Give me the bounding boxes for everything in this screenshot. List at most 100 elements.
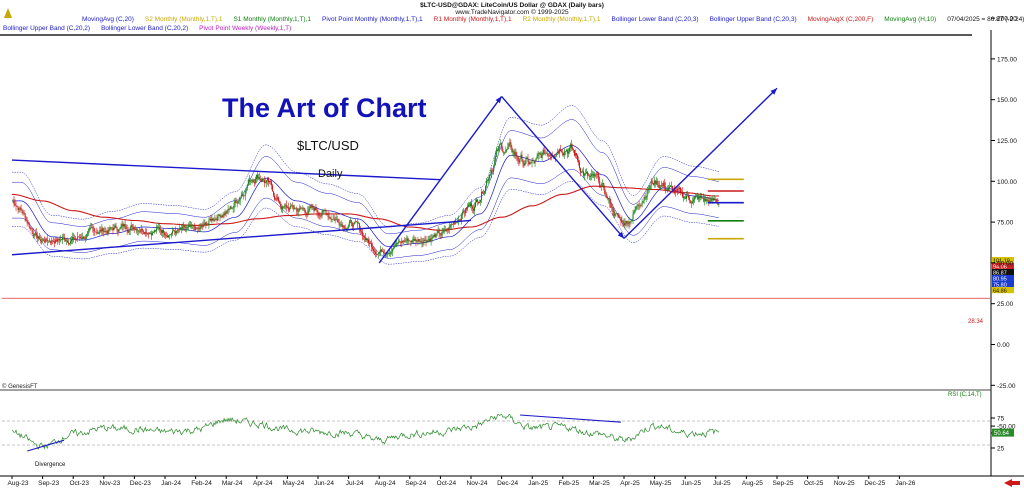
candle-body xyxy=(581,171,583,173)
candle-body xyxy=(77,236,79,239)
candle-body xyxy=(463,212,465,214)
candle-body xyxy=(114,225,116,229)
candle-body xyxy=(624,222,626,226)
candle-body xyxy=(250,180,252,182)
candle-body xyxy=(366,238,368,240)
candle-body xyxy=(255,174,257,180)
candle-body xyxy=(448,227,450,230)
candle-body xyxy=(644,197,646,199)
candle-body xyxy=(24,213,26,219)
candle-body xyxy=(96,232,98,234)
candle-body xyxy=(50,240,52,243)
candle-body xyxy=(617,213,619,216)
legend-entry: 07/04/2025 = 86.87 (-2.24) xyxy=(947,16,1024,23)
candle-body xyxy=(153,230,155,233)
candle-body xyxy=(714,199,716,201)
candle-body xyxy=(224,212,226,216)
candle-body xyxy=(335,218,337,220)
candle-body xyxy=(27,222,29,224)
candle-body xyxy=(618,215,620,218)
logo-icon xyxy=(4,8,12,18)
trendline xyxy=(11,159,441,181)
candle-body xyxy=(142,230,144,232)
candle-body xyxy=(670,185,672,187)
candle-body xyxy=(141,228,143,231)
candle-body xyxy=(657,184,659,186)
candle-body xyxy=(674,190,676,193)
candle-body xyxy=(235,201,237,203)
candle-body xyxy=(321,212,323,216)
x-tick-label: Sep-24 xyxy=(405,480,426,487)
candle-body xyxy=(94,230,96,232)
candle-body xyxy=(527,157,529,163)
candle-body xyxy=(540,153,542,159)
candle-body xyxy=(325,210,327,215)
candle-body xyxy=(120,226,122,228)
candle-body xyxy=(571,147,573,150)
candle-body xyxy=(406,238,408,241)
candle-body xyxy=(221,216,223,217)
candle-body xyxy=(310,206,312,208)
candle-body xyxy=(562,153,564,155)
candle-body xyxy=(392,248,394,252)
divergence-line xyxy=(27,439,65,452)
candle-body xyxy=(297,211,299,212)
candle-body xyxy=(37,236,39,238)
candle-body xyxy=(595,174,597,176)
candle-body xyxy=(393,247,395,249)
candle-body xyxy=(503,152,505,154)
candle-body xyxy=(26,219,28,223)
candle-body xyxy=(684,197,686,199)
candle-body xyxy=(203,223,205,227)
candle-body xyxy=(671,186,673,191)
candle-body xyxy=(507,147,509,150)
candle-body xyxy=(384,253,386,254)
candle-body xyxy=(445,230,447,231)
candle-body xyxy=(238,200,240,202)
candle-body xyxy=(357,223,359,224)
indicator-legend-row-1: MovingAvg (C,20) S2 Monthly (Monthly,1,T)… xyxy=(82,16,1024,24)
trendline xyxy=(11,219,472,256)
candle-body xyxy=(184,225,186,228)
candle-body xyxy=(499,144,501,146)
candle-body xyxy=(85,236,87,239)
candle-body xyxy=(317,211,319,214)
chart-title: $LTC-USD@GDAX: LiteCoin/US Dollar @ GDAX… xyxy=(420,2,604,9)
candle-body xyxy=(637,205,639,206)
candle-body xyxy=(295,208,297,210)
candle-body xyxy=(376,253,378,255)
candle-body xyxy=(408,240,410,242)
candle-body xyxy=(664,186,666,190)
candle-body xyxy=(316,209,318,212)
candle-body xyxy=(189,225,191,227)
candle-body xyxy=(631,219,633,222)
candle-body xyxy=(291,205,293,207)
candle-body xyxy=(546,153,548,154)
candle-body xyxy=(121,224,123,227)
candle-body xyxy=(693,199,695,202)
candle-body xyxy=(566,150,568,154)
x-tick-label: Oct-23 xyxy=(69,480,89,487)
candle-body xyxy=(539,153,541,154)
candle-body xyxy=(355,221,357,223)
candle-body xyxy=(596,174,598,176)
candle-body xyxy=(31,229,33,233)
candle-body xyxy=(423,240,425,243)
candle-body xyxy=(606,193,608,198)
candle-body xyxy=(433,234,435,237)
candle-body xyxy=(308,208,310,211)
candle-body xyxy=(622,220,624,224)
candle-body xyxy=(476,199,478,203)
x-tick-label: Jul-25 xyxy=(713,480,731,487)
candle-body xyxy=(687,195,689,197)
candle-body xyxy=(525,158,527,163)
y-tick-label: 175.00 xyxy=(997,56,1017,63)
candle-body xyxy=(222,214,224,217)
candle-body xyxy=(407,238,409,241)
candle-body xyxy=(517,157,519,161)
candle-body xyxy=(53,241,55,244)
candle-body xyxy=(301,207,303,209)
candle-body xyxy=(211,218,213,221)
